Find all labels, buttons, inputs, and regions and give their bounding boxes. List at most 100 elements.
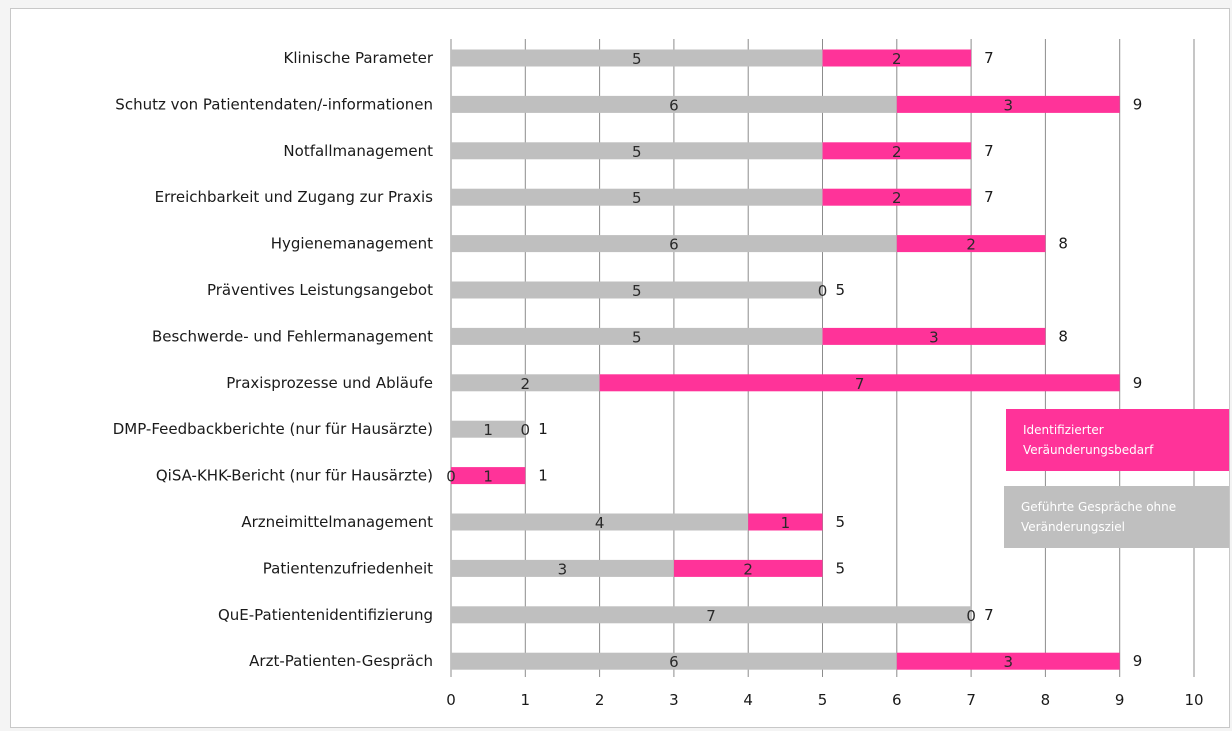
bar-segment-grey — [451, 188, 823, 206]
category-label: Schutz von Patientendaten/-informationen — [115, 95, 433, 113]
total-label: 1 — [538, 420, 548, 438]
bar-segment-grey — [451, 142, 823, 160]
category-label: DMP-Feedbackberichte (nur für Hausärzte) — [113, 420, 433, 438]
bar-segment-grey — [451, 420, 526, 438]
total-label: 9 — [1133, 652, 1143, 670]
total-label: 9 — [1133, 95, 1143, 113]
x-tick-label: 3 — [669, 691, 679, 709]
data-label-grey: 5 — [632, 189, 642, 207]
data-label-pink: 2 — [892, 143, 902, 161]
data-label-grey: 2 — [521, 375, 531, 393]
data-label-grey: 5 — [632, 282, 642, 300]
x-tick-label: 7 — [966, 691, 976, 709]
data-label-grey: 1 — [483, 421, 493, 439]
x-tick-label: 1 — [521, 691, 531, 709]
data-label-grey: 5 — [632, 143, 642, 161]
bar-segment-grey — [451, 513, 749, 531]
data-label-pink: 1 — [483, 468, 493, 486]
data-label-grey: 5 — [632, 50, 642, 68]
bar-segment-grey — [451, 95, 897, 113]
x-tick-label: 5 — [818, 691, 828, 709]
total-label: 8 — [1058, 327, 1068, 345]
data-label-grey: 0 — [446, 468, 456, 486]
total-label: 7 — [984, 606, 994, 624]
data-label-grey: 7 — [706, 607, 716, 625]
total-label: 7 — [984, 49, 994, 67]
total-label: 9 — [1133, 374, 1143, 392]
bar-segment-grey — [451, 652, 897, 670]
data-label-pink: 2 — [892, 189, 902, 207]
chart-area: 0 1 2 3 4 5 6 7 8 9 10 Klinische Parameter 5 2 7 Schutz… — [10, 8, 1230, 728]
data-label-pink: 1 — [781, 514, 791, 532]
total-label: 5 — [836, 513, 846, 531]
total-label: 5 — [836, 559, 846, 577]
category-label: Hygienemanagement — [271, 235, 433, 253]
x-tick-label: 4 — [743, 691, 753, 709]
bar-segment-pink — [822, 327, 1046, 345]
bar-segment-grey — [451, 235, 897, 253]
data-label-pink: 2 — [892, 50, 902, 68]
bar-segment-grey — [451, 606, 972, 624]
data-label-pink: 0 — [521, 421, 531, 439]
data-label-grey: 5 — [632, 328, 642, 346]
gridlines — [450, 39, 1195, 677]
x-tick-label: 0 — [446, 691, 456, 709]
data-label-pink: 2 — [966, 236, 976, 254]
data-label-pink: 0 — [966, 607, 976, 625]
category-label: Arzt-Patienten-Gespräch — [249, 652, 433, 670]
bar-segment-pink — [599, 374, 1120, 392]
data-label-grey: 6 — [669, 96, 679, 114]
total-label: 5 — [836, 281, 846, 299]
category-label: Klinische Parameter — [284, 49, 434, 67]
total-label: 7 — [984, 188, 994, 206]
legend-swatch — [1006, 409, 1229, 471]
data-label-grey: 6 — [669, 236, 679, 254]
data-label-grey: 4 — [595, 514, 605, 532]
legend-label: Identifizierter — [1023, 423, 1104, 437]
category-label: QuE-Patientenidentifizierung — [218, 606, 433, 624]
bar-segment-grey — [451, 327, 823, 345]
bar-segment-pink — [822, 49, 972, 67]
category-label: Notfallmanagement — [283, 142, 433, 160]
data-label-grey: 3 — [558, 560, 568, 578]
x-tick-label: 6 — [892, 691, 902, 709]
category-label: Arzneimittelmanagement — [241, 513, 433, 531]
legend-label: Geführte Gespräche ohne — [1021, 500, 1176, 514]
bar-segment-pink — [822, 188, 972, 206]
data-label-pink: 0 — [818, 282, 828, 300]
bar-segment-grey — [451, 374, 600, 392]
legend-label: Veräunderungsbedarf — [1023, 443, 1154, 457]
total-label: 8 — [1058, 235, 1068, 253]
legend-swatch — [1004, 486, 1229, 548]
legend-label: Veränderungsziel — [1021, 520, 1125, 534]
bar-segment-pink — [896, 95, 1120, 113]
bar-segment-pink — [896, 235, 1046, 253]
total-label: 1 — [538, 467, 548, 485]
category-label: Präventives Leistungsangebot — [207, 281, 433, 299]
category-label: Patientenzufriedenheit — [263, 559, 433, 577]
x-tick-label: 2 — [595, 691, 605, 709]
data-label-pink: 3 — [1003, 653, 1013, 671]
total-label: 7 — [984, 142, 994, 160]
x-tick-label: 9 — [1115, 691, 1125, 709]
category-label: Erreichbarkeit und Zugang zur Praxis — [155, 188, 434, 206]
data-label-pink: 3 — [1003, 96, 1013, 114]
data-label-pink: 3 — [929, 328, 939, 346]
bar-segment-grey — [451, 559, 674, 577]
bar-segment-pink — [451, 467, 526, 485]
bar-segment-grey — [451, 281, 823, 299]
bar-segment-pink — [748, 513, 823, 531]
data-label-grey: 6 — [669, 653, 679, 671]
bar-segment-grey — [451, 49, 823, 67]
category-label: Beschwerde- und Fehlermanagement — [152, 327, 433, 345]
x-tick-label: 8 — [1041, 691, 1051, 709]
bars — [451, 49, 1120, 670]
x-tick-label: 10 — [1184, 691, 1203, 709]
bar-segment-pink — [896, 652, 1120, 670]
data-label-pink: 7 — [855, 375, 865, 393]
bar-segment-pink — [822, 142, 972, 160]
bar-segment-pink — [673, 559, 823, 577]
data-label-pink: 2 — [743, 560, 753, 578]
